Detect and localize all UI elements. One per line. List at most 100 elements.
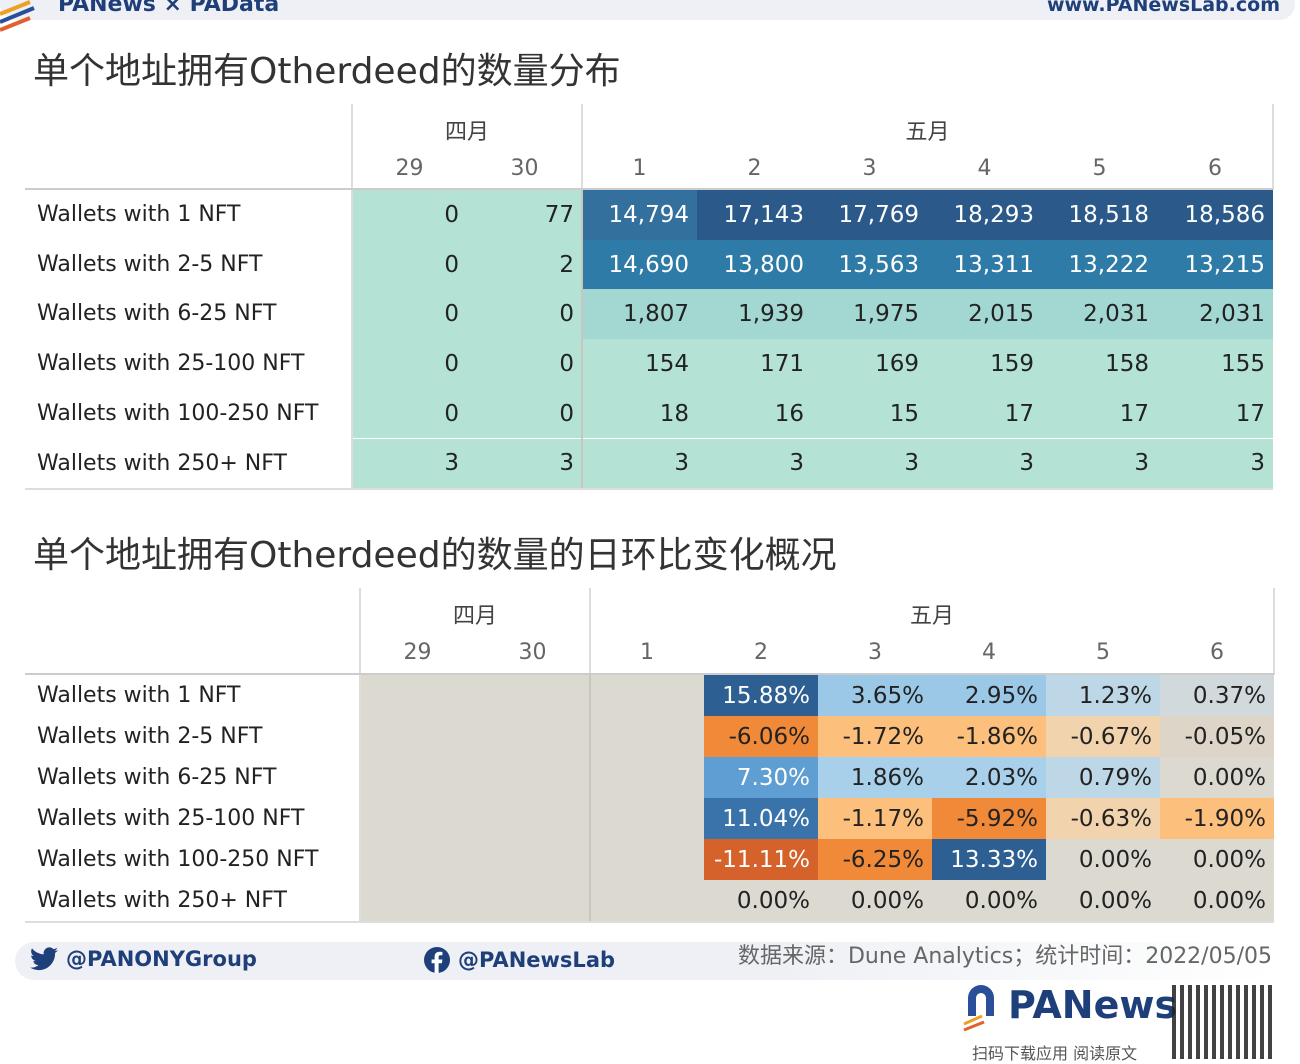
facebook-handle[interactable]: @PANewsLab [424,947,615,973]
table-cell: 1.23% [1046,675,1160,716]
qr-code[interactable] [1172,985,1272,1059]
table-cell [590,675,704,716]
table-cell: -1.72% [818,716,932,757]
table-cell: 2 [467,239,582,290]
table-cell: 16 [697,388,812,439]
table-bottom-border [25,488,1273,491]
table-cell: -5.92% [932,798,1046,839]
facebook-handle-text: @PANewsLab [458,948,616,972]
table-cell: 0 [467,388,582,439]
day-header: 2 [747,156,762,181]
table-cell: 15 [812,388,927,439]
table-cell: 18,293 [927,190,1042,240]
day-header: 6 [1210,640,1224,665]
day-header: 30 [510,156,539,181]
label-divider [351,190,353,489]
table-cell: -1.90% [1160,798,1274,839]
day-header: 2 [754,640,768,665]
month-header: 四月 [452,604,497,629]
table-cell: 0.00% [1078,887,1152,914]
table-cell: 13,222 [1042,239,1157,290]
brand-stripes-icon [0,0,35,32]
table-cell: 154 [582,339,697,389]
month-divider [581,104,583,190]
month-split [589,675,591,921]
table-cell: -0.63% [1046,798,1160,839]
table-cell [590,839,704,880]
table1-title: 单个地址拥有Otherdeed的数量分布 [33,51,621,92]
row-label: Wallets with 25-100 NFT [37,806,305,831]
table-cell: 3.65% [818,675,932,716]
site-link[interactable]: www.PANewsLab.com [1046,0,1280,16]
table-cell: 2.95% [932,675,1046,716]
table-cell: 15.88% [704,675,818,716]
brand-title: PANews × PAData [58,0,280,17]
table-cell [360,880,475,921]
table-cell: 0.00% [850,887,924,914]
table-cell: 77 [467,190,582,240]
table-cell: 17,769 [812,190,927,240]
month-divider [589,588,591,675]
table-cell: 7.30% [704,757,818,798]
table-cell: 3 [467,438,582,489]
data-source: 数据来源：Dune Analytics；统计时间：2022/05/05 [737,944,1272,969]
table-cell: -11.11% [704,839,818,880]
table-cell: -1.17% [818,798,932,839]
table-right-border [1272,104,1274,190]
row-label: Wallets with 100-250 NFT [37,400,319,426]
table-cell: 1,975 [812,289,927,340]
row-label: Wallets with 1 NFT [37,683,241,708]
table-cell [475,675,590,716]
table-cell: 3 [1157,438,1273,489]
day-header: 5 [1096,640,1110,665]
day-header: 3 [868,640,882,665]
row-label: Wallets with 100-250 NFT [37,847,319,872]
table-cell: 13.33% [932,839,1046,880]
table-cell: 18,518 [1042,190,1157,240]
table-cell: 14,690 [582,239,697,290]
table-cell: 18 [582,388,697,439]
table-cell [360,716,475,757]
table-cell: 0 [467,339,582,389]
panews-logo-text: PANews [1008,983,1178,1027]
label-divider [359,675,361,921]
row-label: Wallets with 250+ NFT [37,888,287,913]
header-divider [25,673,1274,675]
table-cell: -6.06% [704,716,818,757]
table-cell [475,798,590,839]
month-divider [351,104,353,190]
table-cell: 0 [467,289,582,340]
table-cell: 17 [1157,388,1273,439]
table-cell [360,757,475,798]
table-right-border [1273,588,1275,675]
month-header: 五月 [909,604,954,629]
table-cell: 0.00% [964,887,1038,914]
table-cell: 0 [352,289,467,340]
day-header: 4 [977,156,992,181]
table-cell: -6.25% [818,839,932,880]
table-cell: 18,586 [1157,190,1273,240]
table-cell: 3 [927,438,1042,489]
row-label: Wallets with 250+ NFT [37,450,287,476]
table-cell: 2,031 [1157,289,1273,340]
table-cell: 0 [352,339,467,389]
table-cell: 3 [582,438,697,489]
table-cell [360,798,475,839]
twitter-handle[interactable]: @PANONYGroup [30,947,257,971]
table-cell [360,839,475,880]
table-cell: 13,311 [927,239,1042,290]
table-cell: -0.67% [1046,716,1160,757]
table-cell: 17 [927,388,1042,439]
table-cell [590,798,704,839]
table2-title: 单个地址拥有Otherdeed的数量的日环比变化概况 [33,535,837,576]
facebook-icon [424,947,450,973]
day-header: 29 [403,640,432,665]
row-label: Wallets with 2-5 NFT [37,251,263,277]
table-cell: 2,015 [927,289,1042,340]
twitter-handle-text: @PANONYGroup [66,947,257,971]
month-divider [359,588,361,675]
table-cell: 1.86% [818,757,932,798]
table-cell: 3 [697,438,812,489]
table-cell [590,757,704,798]
footer-band [15,942,1275,980]
